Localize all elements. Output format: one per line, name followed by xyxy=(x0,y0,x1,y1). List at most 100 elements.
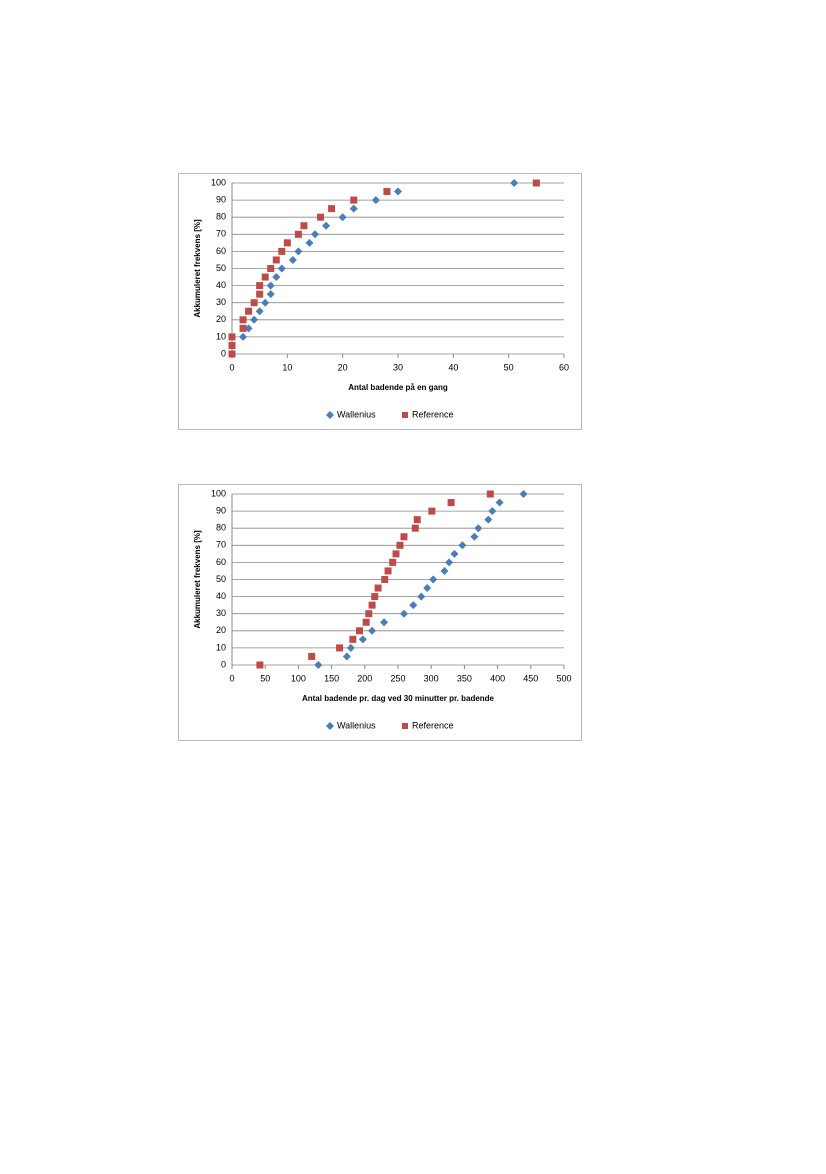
data-point xyxy=(384,567,392,575)
data-point xyxy=(349,635,357,643)
data-point xyxy=(272,273,281,282)
data-point xyxy=(342,652,351,661)
data-point xyxy=(484,515,493,524)
y-axis-label: Akkumuleret frekvens [%] xyxy=(193,219,202,318)
data-point xyxy=(389,558,397,566)
data-point xyxy=(228,350,236,358)
y-tick-label: 40 xyxy=(216,280,226,290)
y-axis-label: Akkumuleret frekvens [%] xyxy=(193,530,202,629)
data-point xyxy=(423,584,432,593)
chart-frame xyxy=(178,484,582,741)
data-point xyxy=(266,290,275,299)
data-point xyxy=(371,593,379,601)
data-point xyxy=(510,179,519,187)
data-point xyxy=(267,265,275,272)
x-tick-label: 200 xyxy=(357,673,372,683)
data-point xyxy=(338,213,347,222)
data-point xyxy=(261,298,270,307)
data-point xyxy=(458,541,467,550)
data-point xyxy=(447,499,455,507)
y-tick-label: 70 xyxy=(216,229,226,239)
y-tick-label: 20 xyxy=(216,625,226,635)
x-tick-label: 300 xyxy=(424,673,439,683)
y-tick-label: 10 xyxy=(216,642,226,652)
y-tick-label: 90 xyxy=(216,194,226,204)
y-tick-label: 30 xyxy=(216,297,226,307)
y-tick-label: 80 xyxy=(216,523,226,533)
data-point xyxy=(272,256,280,264)
data-point xyxy=(368,601,376,609)
data-point xyxy=(399,609,408,618)
y-tick-label: 10 xyxy=(216,331,226,341)
data-point xyxy=(277,264,286,273)
y-tick-label: 60 xyxy=(216,557,226,567)
y-tick-label: 50 xyxy=(216,574,226,584)
y-tick-label: 30 xyxy=(216,608,226,618)
chart-frame xyxy=(178,173,582,430)
data-point xyxy=(428,507,436,515)
data-point xyxy=(266,281,275,290)
data-point xyxy=(311,230,319,239)
y-tick-label: 60 xyxy=(216,246,226,256)
y-tick-label: 100 xyxy=(211,177,226,187)
x-tick-label: 500 xyxy=(556,673,571,683)
data-point xyxy=(314,661,323,669)
data-point xyxy=(383,188,391,196)
legend-label: Wallenius xyxy=(337,720,376,730)
data-point xyxy=(256,282,264,290)
legend-label: Wallenius xyxy=(337,409,376,419)
y-tick-label: 50 xyxy=(216,263,226,273)
data-point xyxy=(317,213,325,221)
data-point xyxy=(228,333,236,341)
x-tick-label: 100 xyxy=(291,673,306,683)
legend-marker xyxy=(326,411,334,419)
legend-marker xyxy=(402,412,408,418)
data-point xyxy=(288,255,297,264)
data-point xyxy=(400,533,408,541)
data-point xyxy=(328,205,336,213)
x-tick-label: 60 xyxy=(559,362,569,372)
data-point xyxy=(308,652,316,660)
x-tick-label: 450 xyxy=(523,673,538,683)
data-point xyxy=(294,230,302,238)
data-point xyxy=(440,566,449,575)
data-point xyxy=(261,273,269,281)
data-point xyxy=(381,576,389,583)
data-point xyxy=(519,490,528,498)
x-tick-label: 20 xyxy=(338,362,348,372)
y-tick-label: 0 xyxy=(221,348,226,358)
data-point xyxy=(228,341,236,349)
data-point xyxy=(365,610,373,618)
x-tick-label: 50 xyxy=(504,362,514,372)
x-tick-label: 10 xyxy=(282,362,292,372)
data-point xyxy=(256,661,264,669)
data-point xyxy=(256,290,264,298)
x-tick-label: 0 xyxy=(229,673,234,683)
data-point xyxy=(255,307,264,316)
x-axis-label: Antal badende pr. dag ved 30 minutter pr… xyxy=(302,694,495,703)
data-point xyxy=(445,558,454,567)
y-tick-label: 80 xyxy=(216,212,226,222)
data-point xyxy=(239,332,248,341)
data-point xyxy=(486,490,494,498)
data-point xyxy=(305,238,314,247)
data-point xyxy=(250,299,258,307)
data-point xyxy=(244,324,253,333)
data-point xyxy=(283,239,291,247)
data-point xyxy=(278,247,286,255)
data-point xyxy=(245,307,253,315)
legend-marker xyxy=(402,723,408,729)
data-point xyxy=(392,550,400,558)
x-tick-label: 250 xyxy=(390,673,405,683)
data-point xyxy=(350,196,358,204)
data-point xyxy=(349,204,358,213)
data-point xyxy=(355,627,363,635)
data-point xyxy=(358,635,367,644)
data-point xyxy=(368,626,377,635)
legend-marker xyxy=(326,722,334,730)
data-point xyxy=(417,592,426,601)
data-point xyxy=(346,643,355,652)
x-tick-label: 400 xyxy=(490,673,505,683)
